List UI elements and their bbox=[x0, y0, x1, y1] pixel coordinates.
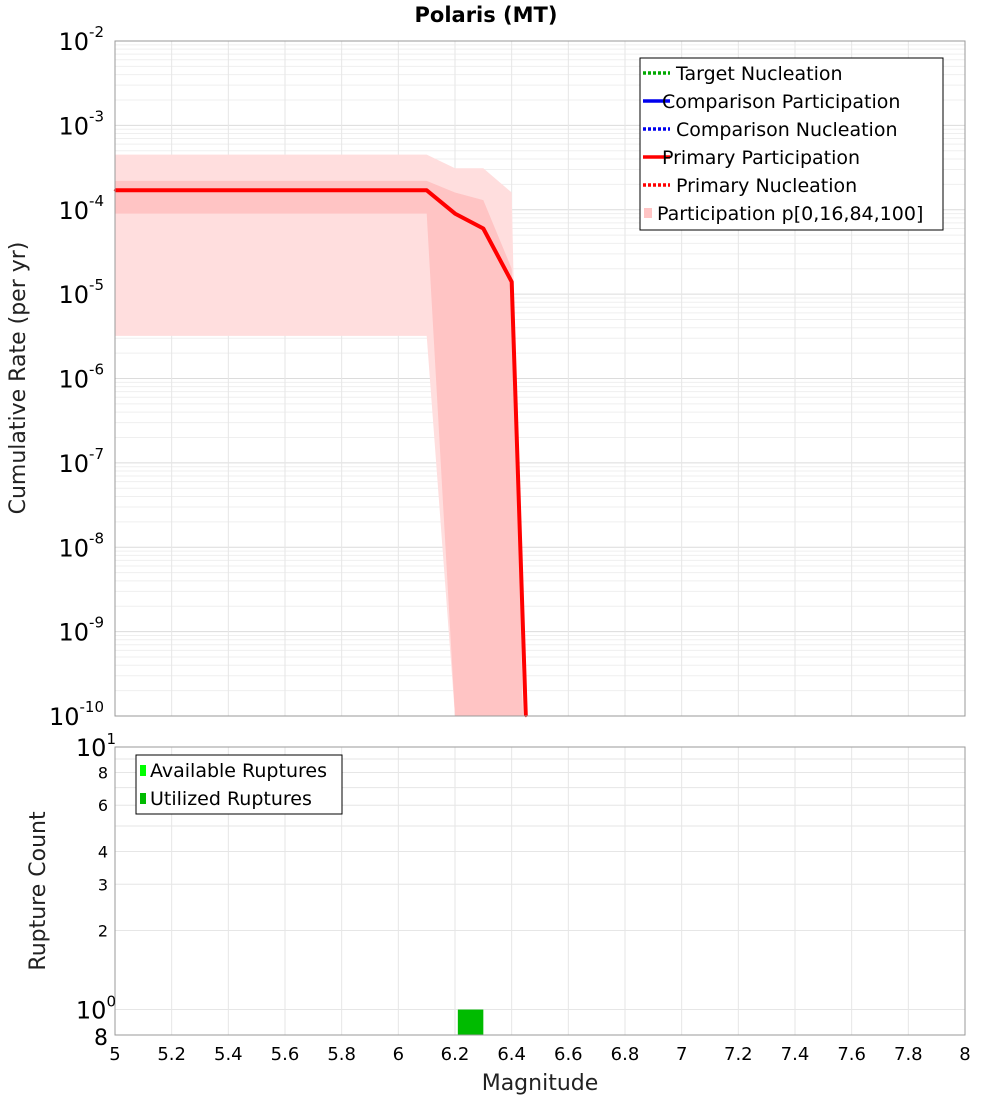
series-line-primary-participation bbox=[115, 188, 528, 717]
top-y-tick-label: 10-7 bbox=[58, 445, 104, 478]
series-point bbox=[425, 189, 428, 192]
legend-label: Target Nucleation bbox=[675, 63, 843, 85]
bottom-plot-frame bbox=[114, 746, 966, 1036]
band-p16-p84 bbox=[115, 180, 523, 716]
top-y-tick-label: 10-4 bbox=[58, 192, 104, 225]
x-axis-label: Magnitude bbox=[482, 1071, 599, 1096]
bottom-y-tick-label: 6 bbox=[98, 796, 108, 815]
x-tick-label: 7.4 bbox=[781, 1044, 810, 1065]
x-tick-label: 5.2 bbox=[157, 1044, 186, 1065]
legend-swatch-band bbox=[644, 208, 652, 218]
bar-utilized-ruptures bbox=[457, 1009, 484, 1035]
bottom-y-tick-label-min: 8 bbox=[94, 1026, 108, 1051]
x-tick-label: 7.8 bbox=[894, 1044, 923, 1065]
x-tick-label: 5 bbox=[109, 1044, 120, 1065]
top-y-axis-label: Cumulative Rate (per yr) bbox=[6, 242, 31, 515]
series-point bbox=[482, 227, 485, 230]
top-y-tick-label: 10-9 bbox=[58, 614, 104, 647]
x-tick-label: 7.2 bbox=[724, 1044, 753, 1065]
series-point bbox=[510, 280, 513, 283]
legend-label: Primary Nucleation bbox=[676, 175, 857, 197]
legend-label: Utilized Ruptures bbox=[150, 788, 312, 810]
bottom-legend-box bbox=[135, 754, 343, 815]
legend-swatch-bar bbox=[140, 793, 146, 804]
top-y-tick-label: 10-6 bbox=[58, 361, 104, 394]
top-y-tick-label: 10-2 bbox=[58, 23, 104, 56]
x-tick-label: 6.8 bbox=[611, 1044, 640, 1065]
series-point bbox=[453, 212, 457, 215]
chart-title: Polaris (MT) bbox=[415, 3, 558, 27]
x-tick-label: 6.4 bbox=[497, 1044, 526, 1065]
bottom-y-tick-label: 2 bbox=[98, 922, 108, 941]
legend-label: Primary Participation bbox=[662, 147, 860, 169]
legend-swatch-bar bbox=[140, 765, 146, 776]
x-tick-label: 7.6 bbox=[837, 1044, 866, 1065]
legend-label: Available Ruptures bbox=[150, 760, 327, 782]
x-tick-label: 6.6 bbox=[554, 1044, 583, 1065]
legend-label: Comparison Participation bbox=[662, 91, 900, 113]
top-y-tick-label: 10-8 bbox=[58, 529, 104, 562]
bottom-y-tick-label-top: 101 bbox=[76, 730, 116, 762]
x-tick-label: 5.8 bbox=[327, 1044, 356, 1065]
bottom-y-tick-label-one: 100 bbox=[76, 993, 116, 1025]
bottom-y-tick-label: 4 bbox=[98, 842, 108, 861]
top-y-tick-label: 10-10 bbox=[49, 698, 104, 731]
bottom-y-tick-label: 3 bbox=[98, 875, 108, 894]
x-tick-label: 6 bbox=[393, 1044, 404, 1065]
top-y-tick-label: 10-5 bbox=[58, 276, 104, 309]
top-legend-box bbox=[639, 57, 944, 231]
x-tick-label: 6.2 bbox=[441, 1044, 470, 1065]
top-y-tick-label: 10-3 bbox=[58, 107, 104, 140]
band-p0-p100 bbox=[115, 154, 523, 717]
legend-label: Participation p[0,16,84,100] bbox=[657, 203, 923, 225]
bottom-y-axis-label: Rupture Count bbox=[26, 811, 51, 971]
x-tick-label: 7 bbox=[676, 1044, 687, 1065]
top-panel-grid bbox=[114, 41, 966, 717]
top-plot-frame bbox=[114, 40, 966, 717]
x-tick-label: 5.4 bbox=[214, 1044, 243, 1065]
legend-label: Comparison Nucleation bbox=[676, 119, 898, 141]
bottom-y-tick-label: 8 bbox=[98, 763, 108, 782]
x-tick-label: 8 bbox=[959, 1044, 970, 1065]
x-tick-label: 5.6 bbox=[271, 1044, 300, 1065]
